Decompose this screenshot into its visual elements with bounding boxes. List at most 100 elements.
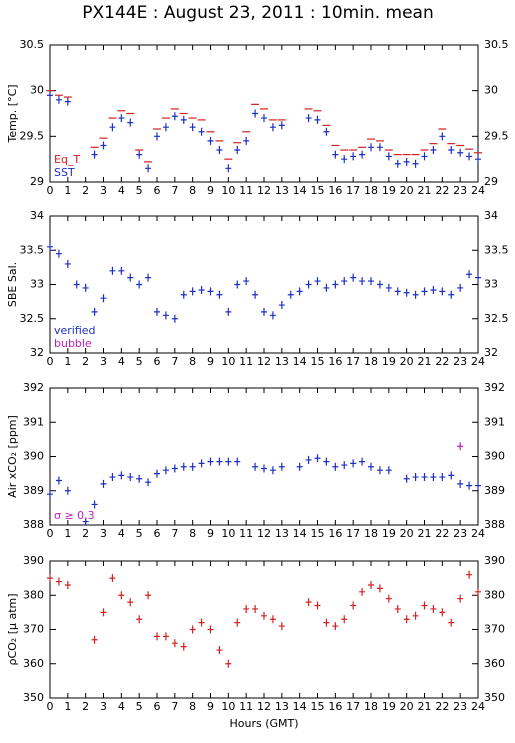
data-point bbox=[198, 127, 205, 136]
data-point bbox=[127, 118, 134, 127]
data-point bbox=[430, 473, 437, 482]
data-point bbox=[376, 143, 383, 152]
data-point bbox=[430, 604, 437, 613]
data-point bbox=[47, 91, 53, 100]
x-tick-label: 0 bbox=[47, 527, 54, 540]
data-point bbox=[403, 474, 410, 483]
data-point bbox=[305, 455, 312, 464]
data-point bbox=[332, 622, 339, 631]
x-tick-label: 20 bbox=[400, 527, 414, 540]
data-point bbox=[154, 307, 160, 316]
x-tick-label: 3 bbox=[100, 184, 107, 197]
data-point bbox=[136, 615, 143, 624]
y2-tick-label: 30 bbox=[484, 84, 498, 97]
x-tick-label: 18 bbox=[364, 184, 378, 197]
data-point bbox=[359, 277, 366, 286]
data-point bbox=[109, 574, 116, 583]
y-tick-label: 370 bbox=[23, 623, 44, 636]
x-tick-label: 2 bbox=[82, 700, 89, 713]
data-point bbox=[225, 457, 232, 466]
data-point bbox=[368, 580, 374, 589]
x-tick-label: 11 bbox=[239, 184, 253, 197]
y2-tick-label: 350 bbox=[484, 691, 505, 704]
x-tick-label: 1 bbox=[64, 527, 71, 540]
legend-label: bubble bbox=[54, 337, 92, 350]
data-point bbox=[385, 594, 392, 603]
x-tick-label: 19 bbox=[382, 700, 396, 713]
data-point bbox=[189, 625, 196, 634]
y2-tick-label: 380 bbox=[484, 588, 505, 601]
data-point bbox=[394, 159, 401, 168]
data-point bbox=[448, 290, 455, 299]
data-point bbox=[55, 577, 62, 586]
y-tick-label: 32.5 bbox=[20, 312, 45, 325]
plot-frame bbox=[49, 560, 479, 699]
data-point bbox=[198, 459, 205, 468]
y-tick-label: 350 bbox=[23, 691, 44, 704]
data-point bbox=[261, 114, 267, 123]
data-point bbox=[430, 146, 437, 155]
data-point bbox=[109, 123, 116, 132]
data-point bbox=[350, 601, 357, 610]
data-point bbox=[385, 152, 392, 161]
data-point bbox=[234, 280, 241, 289]
x-tick-label: 8 bbox=[189, 527, 196, 540]
x-tick-label: 7 bbox=[171, 184, 178, 197]
data-point bbox=[136, 150, 143, 159]
data-point bbox=[296, 287, 303, 296]
data-point bbox=[412, 159, 419, 168]
data-point bbox=[225, 307, 232, 316]
y2-tick-label: 32.5 bbox=[484, 312, 509, 325]
data-point bbox=[234, 457, 241, 466]
x-tick-label: 19 bbox=[382, 184, 396, 197]
x-tick-label: 23 bbox=[453, 184, 467, 197]
data-point bbox=[100, 608, 107, 617]
data-point bbox=[269, 615, 276, 624]
x-tick-label: 24 bbox=[471, 700, 485, 713]
data-point bbox=[403, 288, 410, 297]
data-point bbox=[109, 266, 116, 275]
chart-title: PX144E : August 23, 2011 : 10min. mean bbox=[82, 3, 433, 23]
data-point bbox=[100, 294, 107, 303]
y-tick-label: 33.5 bbox=[20, 243, 45, 256]
data-point bbox=[100, 479, 107, 488]
data-point bbox=[448, 471, 455, 480]
data-point bbox=[323, 457, 330, 466]
x-tick-label: 14 bbox=[293, 527, 307, 540]
x-tick-label: 5 bbox=[136, 700, 143, 713]
x-tick-label: 18 bbox=[364, 355, 378, 368]
data-point bbox=[466, 481, 473, 490]
data-point bbox=[350, 152, 357, 161]
data-point bbox=[439, 287, 446, 296]
data-point bbox=[47, 242, 53, 251]
x-tick-label: 12 bbox=[257, 527, 271, 540]
legend-label: Eq_T bbox=[54, 153, 80, 166]
x-tick-label: 15 bbox=[311, 355, 325, 368]
x-tick-label: 12 bbox=[257, 184, 271, 197]
y2-tick-label: 360 bbox=[484, 657, 505, 670]
data-point bbox=[234, 618, 241, 627]
x-tick-label: 2 bbox=[82, 355, 89, 368]
x-tick-label: 18 bbox=[364, 700, 378, 713]
y-axis-label: Temp. [°C] bbox=[6, 84, 19, 143]
data-point bbox=[109, 473, 116, 482]
data-point bbox=[64, 580, 71, 589]
x-tick-label: 8 bbox=[189, 355, 196, 368]
data-point bbox=[430, 285, 437, 294]
x-tick-label: 14 bbox=[293, 184, 307, 197]
data-point bbox=[305, 598, 312, 607]
data-point bbox=[350, 273, 357, 282]
data-point bbox=[73, 280, 80, 289]
legend-label: verified bbox=[54, 324, 96, 337]
data-point bbox=[91, 500, 98, 509]
y-tick-label: 30 bbox=[30, 84, 44, 97]
data-point bbox=[305, 114, 312, 123]
y-tick-label: 34 bbox=[30, 209, 44, 222]
x-tick-label: 1 bbox=[64, 700, 71, 713]
x-tick-label: 23 bbox=[453, 355, 467, 368]
data-point bbox=[162, 123, 169, 132]
y-tick-label: 389 bbox=[23, 484, 44, 497]
data-point bbox=[47, 574, 53, 583]
data-point bbox=[261, 464, 267, 473]
data-point bbox=[368, 277, 374, 286]
